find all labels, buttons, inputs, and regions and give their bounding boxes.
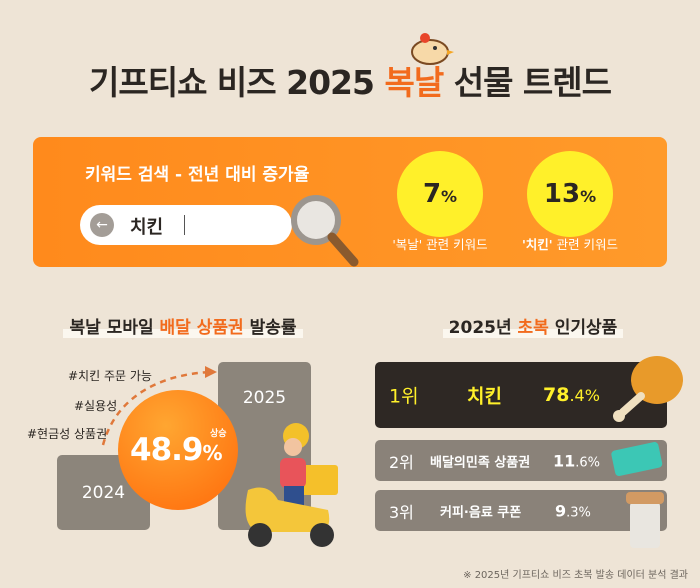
- search-bar[interactable]: ← 치킨: [80, 205, 292, 245]
- year-label: 2025: [242, 388, 287, 408]
- search-query: 치킨: [130, 217, 164, 238]
- increase-label: 상승: [210, 429, 227, 439]
- gift-card-icon: [611, 442, 663, 476]
- hashtag: #현금성 상품권: [27, 427, 108, 441]
- title-post: 선물 트렌드: [443, 63, 612, 102]
- rank: 2위: [389, 452, 414, 472]
- stat-chicken-circle: 13%: [527, 151, 613, 237]
- item-decimal: .6%: [575, 455, 601, 470]
- stat-value: 13: [543, 179, 581, 209]
- t-post: 인기상품: [548, 318, 618, 338]
- rank: 3위: [389, 502, 414, 522]
- popular-section-title: 2025년 초복 인기상품: [442, 318, 624, 338]
- chicken-drumstick-icon: [613, 356, 683, 422]
- item-name: 커피·음료 쿠폰: [440, 505, 522, 520]
- increase-unit: %: [202, 441, 223, 465]
- item-name: 배달의민족 상품권: [430, 455, 531, 470]
- item-value: 78: [543, 384, 570, 406]
- hashtag: #치킨 주문 가능: [68, 369, 152, 383]
- stat-unit: %: [580, 187, 597, 206]
- back-arrow-icon[interactable]: ←: [90, 213, 114, 237]
- keyword-heading: 키워드 검색 - 전년 대비 증가율: [85, 165, 310, 185]
- magnifier-icon: [291, 195, 359, 267]
- t-pre: 복날 모바일: [69, 318, 160, 338]
- footnote: ※ 2025년 기프티쇼 비즈 초복 발송 데이터 분석 결과: [463, 570, 688, 581]
- label-quote: '복날': [392, 237, 423, 252]
- delivery-section-title: 복날 모바일 배달 상품권 발송률: [63, 318, 303, 338]
- item-value: 9: [555, 501, 567, 520]
- t-hl: 배달 상품권: [159, 318, 244, 338]
- rank: 1위: [389, 385, 419, 408]
- t-post: 발송률: [243, 318, 297, 338]
- t-pre: 2025년: [448, 318, 518, 338]
- title-pre: 기프티쇼 비즈 2025: [89, 63, 385, 102]
- t-hl: 초복: [517, 318, 549, 338]
- rank-row-3: 3위 커피·음료 쿠폰 9.3%: [375, 490, 667, 531]
- increase-value: 48.9: [130, 432, 203, 468]
- chicken-mascot-icon: [411, 33, 454, 65]
- dashed-arrow-icon: [101, 366, 217, 446]
- item-decimal: .4%: [569, 386, 600, 405]
- stat-bok-circle: 7%: [397, 151, 483, 237]
- label-rest: 관련 키워드: [422, 237, 488, 252]
- delivery-scooter-icon: [245, 423, 338, 547]
- hashtag: #실용성: [74, 399, 118, 413]
- label-rest: 관련 키워드: [552, 237, 619, 252]
- text-cursor: [184, 215, 185, 235]
- title-highlight: 복날: [384, 63, 444, 102]
- increase-circle: 상승 48.9%: [118, 390, 238, 510]
- page-title: 기프티쇼 비즈 2025 복날 선물 트렌드: [0, 56, 700, 104]
- stat-label: '복날' 관련 키워드: [370, 234, 510, 253]
- stat-label: '치킨' 관련 키워드: [500, 234, 640, 253]
- year-label: 2024: [81, 483, 126, 503]
- stat-value: 7: [422, 179, 442, 209]
- coffee-cup-icon: [626, 492, 664, 548]
- item-value: 11: [553, 451, 576, 470]
- item-decimal: .3%: [566, 505, 591, 520]
- item-name: 치킨: [467, 385, 502, 408]
- stat-unit: %: [441, 187, 458, 206]
- label-quote: '치킨': [521, 237, 553, 252]
